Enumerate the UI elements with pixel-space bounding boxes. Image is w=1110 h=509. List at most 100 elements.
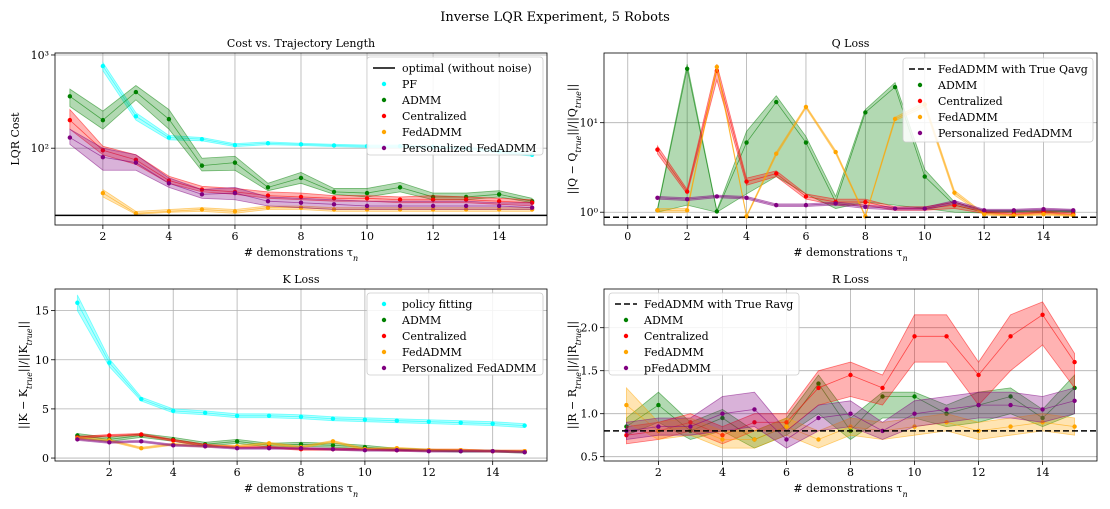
- data-point: [298, 175, 304, 181]
- data-point: [171, 408, 176, 414]
- x-tick-label: 12: [977, 230, 991, 243]
- series-personalized-fedadmm: [75, 437, 527, 455]
- data-point: [912, 394, 917, 399]
- panel-title: K Loss: [283, 273, 320, 286]
- y-tick-label: 0: [42, 452, 49, 465]
- x-axis-label: # demonstrations τn: [793, 482, 907, 499]
- data-point: [298, 414, 304, 419]
- legend-dot-marker: [381, 145, 387, 151]
- x-tick-label: 12: [422, 466, 436, 479]
- y-axis-label: LQR Cost: [9, 112, 22, 166]
- x-tick-label: 8: [862, 230, 869, 243]
- data-point: [952, 199, 957, 205]
- y-tick-label: 5: [42, 403, 49, 416]
- data-point: [688, 424, 693, 429]
- data-point: [362, 417, 368, 422]
- data-point: [863, 199, 868, 205]
- data-point: [684, 189, 690, 194]
- y-tick-label: 1.0: [581, 408, 599, 421]
- legend-dot-marker: [917, 114, 923, 120]
- panel-title: Q Loss: [832, 37, 870, 50]
- x-tick-label: 2: [655, 466, 662, 479]
- data-point: [331, 189, 337, 195]
- data-point: [298, 200, 304, 205]
- x-tick-label: 2: [106, 466, 113, 479]
- x-tick-label: 14: [1036, 466, 1050, 479]
- data-point: [744, 179, 749, 184]
- data-point: [199, 136, 205, 142]
- x-tick-label: 2: [684, 230, 691, 243]
- data-point: [744, 195, 749, 200]
- x-tick-label: 14: [1037, 230, 1051, 243]
- x-tick-label: 14: [492, 230, 506, 243]
- data-point: [199, 163, 205, 168]
- data-point: [234, 439, 240, 444]
- data-point: [394, 418, 400, 423]
- x-axis-label: # demonstrations τn: [244, 246, 358, 263]
- data-point: [107, 360, 112, 365]
- data-point: [75, 300, 80, 305]
- axes-frame: [603, 288, 1098, 462]
- legend-dot-marker: [381, 333, 387, 339]
- data-point: [912, 334, 917, 339]
- data-point: [892, 84, 898, 90]
- data-point: [397, 203, 403, 209]
- data-point: [362, 447, 368, 453]
- data-point: [952, 190, 957, 195]
- y-tick-label: 2.0: [581, 322, 599, 335]
- series-personalized-fedadmm: [67, 128, 535, 210]
- x-tick-label: 4: [743, 230, 750, 243]
- data-point: [833, 201, 838, 206]
- x-tick-label: 8: [298, 230, 305, 243]
- x-tick-label: 4: [719, 466, 726, 479]
- data-point: [458, 420, 463, 425]
- legend: FedADMM with True Qavg ADMM Centralized Fed…: [902, 57, 1094, 143]
- legend-dot-marker: [381, 97, 387, 103]
- data-point: [265, 199, 271, 204]
- data-point: [529, 205, 535, 210]
- data-point: [774, 202, 779, 208]
- data-point: [1072, 424, 1077, 429]
- axes-frame: [603, 52, 1098, 226]
- data-point: [892, 206, 898, 211]
- panel-title: R Loss: [832, 273, 869, 286]
- data-point: [784, 424, 789, 429]
- axes-frame: [54, 52, 548, 226]
- legend-dot-marker: [381, 113, 387, 119]
- data-point: [752, 407, 757, 412]
- data-point: [266, 413, 272, 418]
- data-point: [166, 135, 172, 140]
- x-tick-label: 6: [783, 466, 790, 479]
- data-point: [1008, 394, 1013, 399]
- data-point: [1040, 415, 1045, 421]
- data-point: [714, 64, 720, 70]
- x-axis-label: # demonstrations τn: [244, 482, 358, 499]
- data-point: [803, 202, 809, 208]
- data-point: [166, 209, 172, 214]
- data-point: [774, 151, 779, 156]
- data-point: [265, 205, 271, 210]
- legend: FedADMM with True Ravg ADMM Centralized Fed…: [608, 292, 800, 376]
- x-tick-label: 6: [231, 230, 238, 243]
- data-point: [199, 207, 205, 212]
- x-tick-label: 4: [165, 230, 172, 243]
- legend-label: Centralized: [402, 330, 467, 343]
- legend-label: PF: [402, 78, 417, 91]
- data-point: [720, 433, 725, 438]
- data-point: [655, 147, 660, 152]
- data-area: [604, 64, 1097, 219]
- data-point: [364, 196, 370, 201]
- data-point: [816, 385, 821, 391]
- x-tick-label: 12: [426, 230, 440, 243]
- data-point: [744, 140, 749, 145]
- data-point: [266, 441, 272, 446]
- data-point: [330, 447, 336, 452]
- data-point: [397, 185, 403, 190]
- data-point: [816, 415, 821, 421]
- data-point: [100, 155, 106, 160]
- data-point: [133, 211, 139, 216]
- data-point: [330, 416, 336, 421]
- legend-label: policy fitting: [402, 298, 472, 311]
- data-point: [976, 402, 981, 408]
- series-personalized-fedadmm: [655, 194, 1076, 213]
